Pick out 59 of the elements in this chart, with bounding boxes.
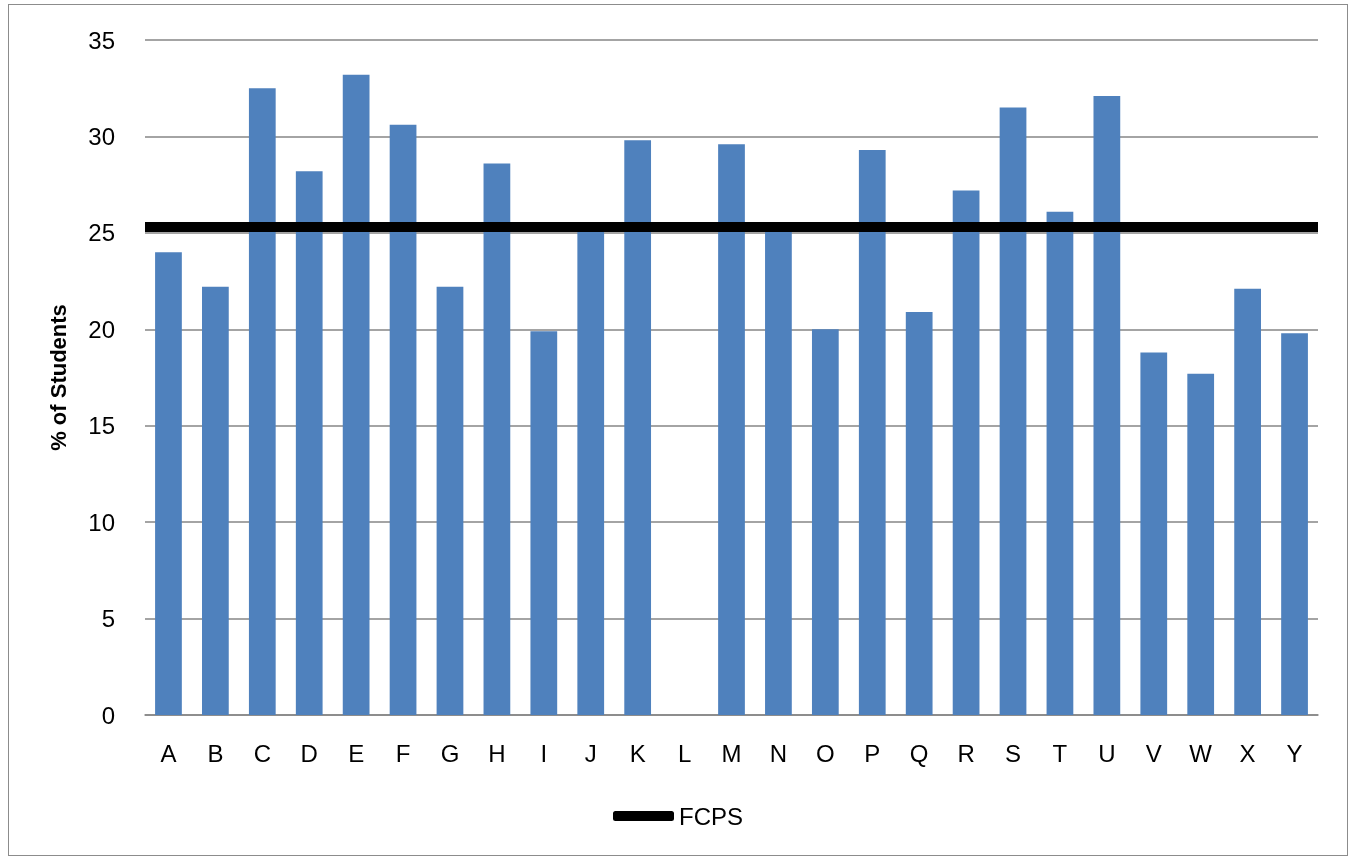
x-tick-label: D xyxy=(300,739,318,767)
bar xyxy=(1187,373,1215,715)
bar xyxy=(577,229,605,715)
x-tick-label: H xyxy=(488,739,506,767)
x-tick-label: Y xyxy=(1286,739,1303,767)
bar xyxy=(530,331,558,715)
x-tick-label: X xyxy=(1239,739,1256,767)
x-tick-label: R xyxy=(957,739,975,767)
x-tick-label: O xyxy=(816,739,835,767)
x-tick-label: Q xyxy=(909,739,929,767)
bar xyxy=(1281,333,1308,715)
x-tick-label: A xyxy=(160,739,177,767)
bar xyxy=(811,329,839,715)
x-tick-label: T xyxy=(1052,739,1068,767)
bar xyxy=(1093,95,1121,715)
bar xyxy=(1234,288,1261,715)
x-tick-label: I xyxy=(540,739,548,767)
x-tick-label: E xyxy=(348,739,365,767)
x-tick-label: N xyxy=(769,739,788,767)
bar xyxy=(1046,211,1074,715)
bar xyxy=(905,311,933,715)
bar xyxy=(952,190,980,715)
legend-label: FCPS xyxy=(679,802,744,830)
bar xyxy=(295,171,323,715)
bar xyxy=(248,88,276,715)
bar xyxy=(999,107,1027,715)
y-tick-label: 20 xyxy=(88,315,115,343)
y-tick-label: 25 xyxy=(88,219,115,247)
x-tick-label: L xyxy=(677,739,692,767)
bar xyxy=(155,252,182,715)
x-tick-label: S xyxy=(1005,739,1022,767)
bar xyxy=(202,286,229,715)
y-tick-label: 30 xyxy=(88,122,115,150)
y-tick-label: 5 xyxy=(101,605,115,633)
x-tick-label: F xyxy=(395,739,411,767)
y-tick-label: 10 xyxy=(88,508,115,536)
x-tick-label: G xyxy=(440,739,460,767)
x-tick-label: U xyxy=(1098,739,1116,767)
y-axis-title: % of Students xyxy=(45,304,71,451)
x-tick-label: K xyxy=(629,739,646,767)
bar xyxy=(436,286,464,715)
bar xyxy=(858,149,886,715)
bar xyxy=(342,74,370,715)
bar xyxy=(1140,352,1168,715)
y-tick-label: 15 xyxy=(88,412,115,440)
bar xyxy=(765,229,792,715)
bar xyxy=(389,124,417,715)
y-tick-label: 35 xyxy=(88,26,115,54)
x-tick-label: M xyxy=(721,739,742,767)
x-tick-label: P xyxy=(864,739,881,767)
x-tick-label: C xyxy=(253,739,271,767)
bar xyxy=(718,144,745,715)
bar xyxy=(624,140,652,715)
y-tick-label: 0 xyxy=(101,701,115,729)
x-tick-label: B xyxy=(207,739,224,767)
x-tick-label: V xyxy=(1145,739,1162,767)
x-tick-label: J xyxy=(584,739,597,767)
bar xyxy=(483,163,511,715)
x-tick-label: W xyxy=(1189,739,1213,767)
